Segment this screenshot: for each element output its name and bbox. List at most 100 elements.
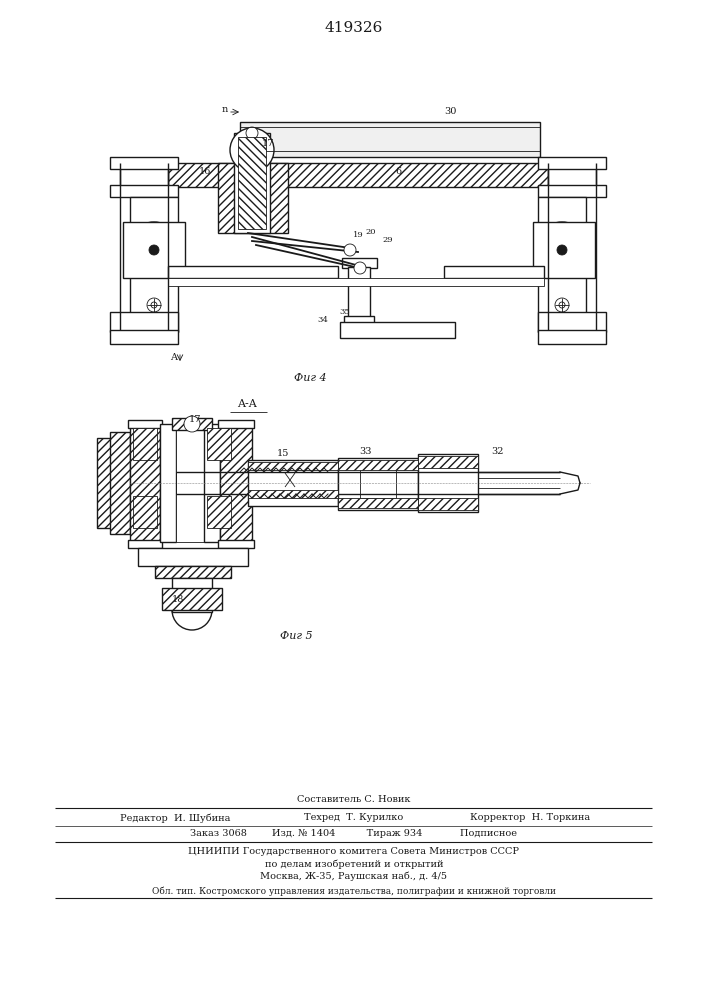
Bar [130, 197, 178, 332]
Text: Фиг 5: Фиг 5 [280, 631, 312, 641]
Bar [538, 197, 586, 332]
Bar [168, 266, 338, 278]
Text: 29: 29 [382, 236, 393, 244]
Bar [234, 133, 270, 233]
Text: по делам изобретений и открытий: по делам изобретений и открытий [264, 859, 443, 869]
Bar [126, 225, 182, 275]
Bar [110, 330, 178, 344]
Bar [138, 548, 248, 566]
Bar [97, 438, 121, 528]
Bar [418, 454, 478, 512]
Bar [338, 498, 418, 508]
Bar [207, 496, 231, 528]
Text: 34: 34 [317, 316, 329, 324]
Text: 6: 6 [395, 167, 401, 176]
Bar [338, 460, 418, 470]
Text: Москва, Ж-35, Раушская наб., д. 4/5: Москва, Ж-35, Раушская наб., д. 4/5 [260, 871, 448, 881]
Circle shape [385, 327, 391, 333]
Circle shape [445, 327, 451, 333]
Text: Редактор  И. Шубина: Редактор И. Шубина [120, 813, 230, 823]
Circle shape [172, 590, 212, 630]
Bar [348, 267, 370, 322]
Bar [218, 540, 254, 548]
Bar [418, 456, 478, 468]
Circle shape [354, 262, 366, 274]
Bar [160, 424, 176, 542]
Bar [172, 418, 212, 430]
Text: 20: 20 [366, 228, 376, 236]
Text: 17: 17 [189, 416, 201, 424]
Circle shape [546, 234, 578, 266]
Bar [207, 428, 231, 460]
Text: 32: 32 [492, 448, 504, 456]
Bar [538, 312, 606, 332]
Text: Обл. тип. Костромского управления издательства, полиграфии и книжной торговли: Обл. тип. Костромского управления издате… [152, 886, 556, 896]
Bar [128, 540, 162, 548]
Bar [218, 163, 288, 233]
Bar [110, 432, 130, 534]
Circle shape [425, 327, 431, 333]
Text: Корректор  Н. Торкина: Корректор Н. Торкина [470, 814, 590, 822]
Bar [133, 428, 157, 460]
Circle shape [421, 323, 435, 337]
Bar [360, 468, 396, 498]
Bar [110, 312, 178, 332]
Circle shape [248, 146, 256, 154]
Circle shape [557, 245, 567, 255]
Bar [220, 424, 252, 542]
Bar [538, 330, 606, 344]
Bar [248, 460, 338, 506]
Circle shape [147, 298, 161, 312]
Bar [168, 278, 544, 286]
Text: 33: 33 [358, 448, 371, 456]
Bar [162, 588, 222, 610]
Text: ЦНИИПИ Государственного комитега Совета Министров СССР: ЦНИИПИ Государственного комитега Совета … [189, 848, 520, 856]
Bar [248, 490, 338, 498]
Bar [128, 420, 162, 428]
Bar [444, 266, 544, 278]
Bar [176, 424, 204, 542]
Text: 15: 15 [277, 448, 289, 458]
Text: n: n [222, 104, 228, 113]
Circle shape [230, 128, 274, 172]
Bar [238, 137, 266, 229]
Bar [123, 222, 185, 278]
Bar [338, 458, 418, 510]
Circle shape [345, 327, 351, 333]
Bar [418, 498, 478, 510]
Circle shape [151, 302, 157, 308]
Text: 419326: 419326 [325, 21, 383, 35]
Circle shape [184, 416, 200, 432]
Circle shape [126, 222, 182, 278]
Bar [538, 157, 606, 169]
Text: 19: 19 [353, 231, 363, 239]
Bar [168, 163, 548, 187]
Bar [172, 578, 212, 608]
Bar [110, 185, 178, 197]
Bar [110, 157, 178, 169]
Bar [204, 424, 220, 542]
Text: A: A [170, 354, 177, 362]
Circle shape [559, 302, 565, 308]
Bar [344, 316, 374, 331]
Bar [240, 122, 540, 157]
Bar [155, 566, 231, 578]
Text: 35: 35 [339, 308, 351, 316]
Text: Фиг 4: Фиг 4 [293, 373, 327, 383]
Circle shape [405, 327, 411, 333]
Circle shape [344, 244, 356, 256]
Text: 17: 17 [262, 138, 274, 147]
Bar [340, 322, 455, 338]
Bar [248, 462, 338, 470]
Circle shape [555, 298, 569, 312]
Bar [133, 496, 157, 528]
Bar [342, 258, 377, 268]
Bar [130, 424, 160, 542]
Circle shape [241, 139, 263, 161]
Circle shape [441, 323, 455, 337]
Bar [218, 420, 254, 428]
Circle shape [341, 323, 355, 337]
Circle shape [246, 127, 258, 139]
Text: 16: 16 [199, 167, 211, 176]
Circle shape [381, 323, 395, 337]
